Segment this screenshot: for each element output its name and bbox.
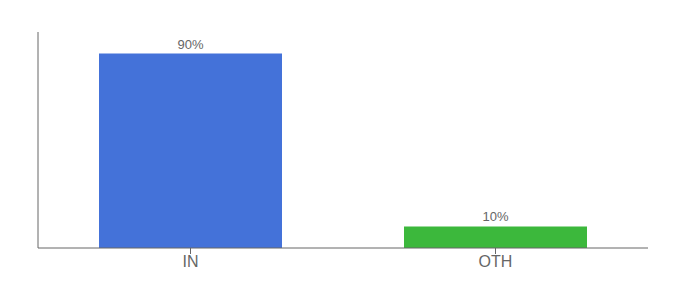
- svg-text:OTH: OTH: [479, 253, 513, 270]
- svg-text:IN: IN: [183, 253, 199, 270]
- svg-text:90%: 90%: [177, 37, 203, 52]
- svg-text:10%: 10%: [482, 209, 508, 224]
